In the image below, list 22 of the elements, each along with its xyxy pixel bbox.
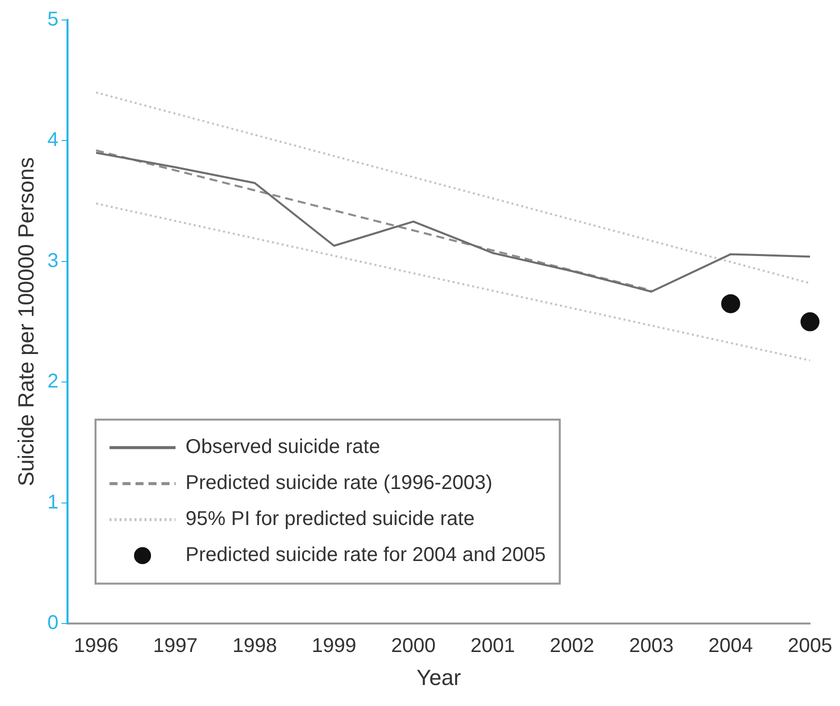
y-tick-label: 4 [47,129,59,152]
legend-label: Predicted suicide rate for 2004 and 2005 [186,544,546,566]
y-tick-label: 0 [47,612,59,634]
y-tick-label: 2 [47,370,59,393]
y-tick-label: 3 [47,250,59,272]
legend-label: Observed suicide rate [186,436,380,458]
x-tick-label: 2003 [629,635,674,658]
x-tick-label: 2000 [391,635,436,658]
x-tick-label: 1999 [312,635,356,658]
x-tick-label: 2002 [550,635,594,658]
x-tick-label: 2005 [788,635,832,658]
legend-label: 95% PI for predicted suicide rate [186,508,475,530]
y-axis-title: Suicide Rate per 100000 Persons [13,157,38,486]
x-tick-label: 1997 [153,635,198,658]
x-tick-label: 1996 [74,635,118,658]
x-tick-label: 2001 [470,635,515,658]
legend-label: Predicted suicide rate (1996-2003) [186,472,492,494]
x-axis-title: Year [416,664,461,690]
x-tick-label: 1998 [232,635,277,658]
y-tick-label: 1 [47,491,59,514]
y-tick-label: 5 [47,8,59,31]
x-tick-label: 2004 [708,635,753,658]
